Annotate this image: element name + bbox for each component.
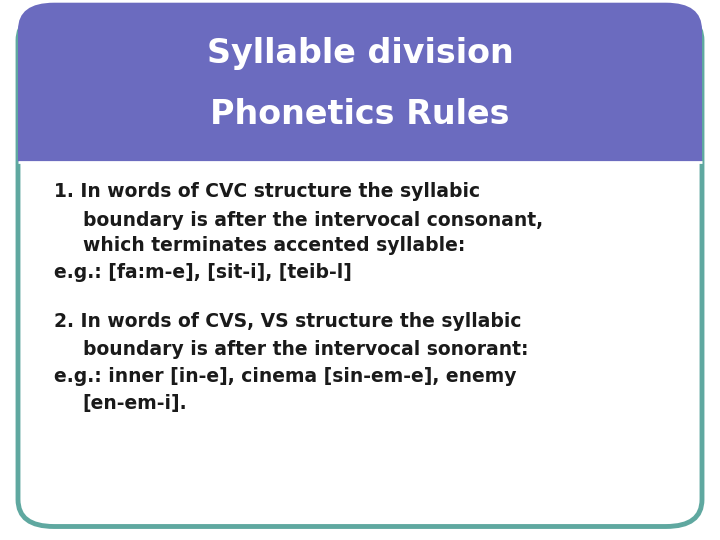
Text: e.g.: inner [in-e], cinema [sin-em-e], enemy: e.g.: inner [in-e], cinema [sin-em-e], e… — [54, 367, 516, 387]
Text: e.g.: [fa:m-e], [sit-i], [teib-l]: e.g.: [fa:m-e], [sit-i], [teib-l] — [54, 263, 352, 282]
Text: 1. In words of CVC structure the syllabic: 1. In words of CVC structure the syllabi… — [54, 182, 480, 201]
FancyBboxPatch shape — [18, 3, 702, 162]
FancyBboxPatch shape — [18, 119, 702, 162]
Text: 2. In words of CVS, VS structure the syllabic: 2. In words of CVS, VS structure the syl… — [54, 312, 521, 331]
Text: boundary is after the intervocal consonant,: boundary is after the intervocal consona… — [83, 211, 543, 230]
Text: Syllable division: Syllable division — [207, 37, 513, 70]
Text: which terminates accented syllable:: which terminates accented syllable: — [83, 236, 465, 255]
Text: boundary is after the intervocal sonorant:: boundary is after the intervocal sonoran… — [83, 340, 528, 360]
Text: [en-em-i].: [en-em-i]. — [83, 394, 187, 414]
Text: Phonetics Rules: Phonetics Rules — [210, 98, 510, 131]
FancyBboxPatch shape — [18, 14, 702, 526]
